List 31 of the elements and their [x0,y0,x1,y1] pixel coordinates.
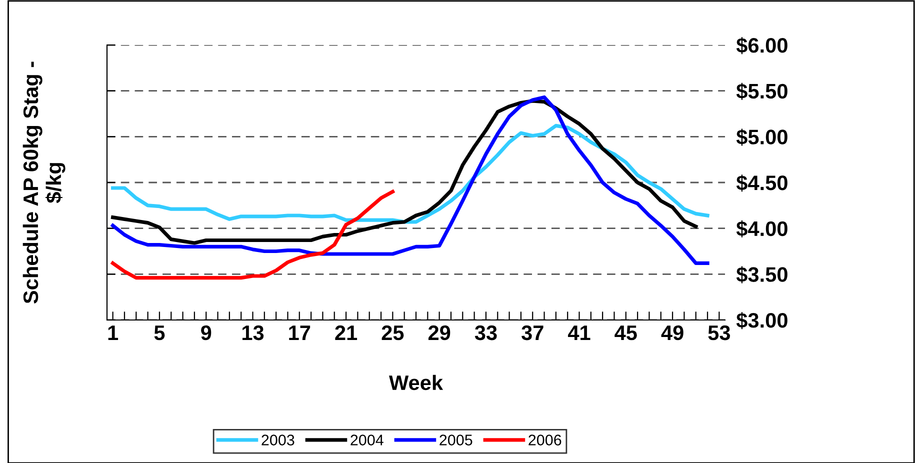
legend-label: 2004 [350,434,384,446]
y-tick-label: $6.00 [736,37,788,54]
line-series [111,99,698,245]
x-tick-label: 5 [154,326,165,340]
x-axis-title: Week [388,374,444,390]
x-tick-label: 1 [108,326,118,340]
x-tick-label: 9 [201,325,212,340]
x-tick-label: 45 [614,326,637,340]
x-tick-label: 25 [382,325,404,340]
x-tick-label: 29 [428,325,450,340]
x-tick-label: 33 [474,325,497,340]
legend-label: 2005 [440,434,472,446]
x-tick-label: 21 [335,325,358,340]
y-tick-label: $3.50 [736,266,788,284]
y-axis-title: Schedule AP 60kg Stag - $/kg [22,62,66,304]
line-series [111,190,394,280]
line-series [111,124,710,224]
y-tick-label: $5.50 [736,82,788,100]
y-tick-label: $5.00 [736,128,788,146]
legend-label: 2006 [528,434,562,446]
x-tick-label: 17 [289,326,310,340]
x-tick-label: 53 [708,325,730,340]
legend-label: 2003 [262,434,294,446]
x-tick-label: 41 [568,326,590,340]
line-series [111,95,710,265]
x-tick-label: 37 [521,325,544,340]
y-tick-label: $3.00 [736,312,788,330]
x-tick-label: 49 [661,325,684,340]
y-tick-label: $4.50 [736,174,788,192]
x-tick-label: 13 [242,325,264,340]
y-tick-label: $4.00 [736,220,788,238]
